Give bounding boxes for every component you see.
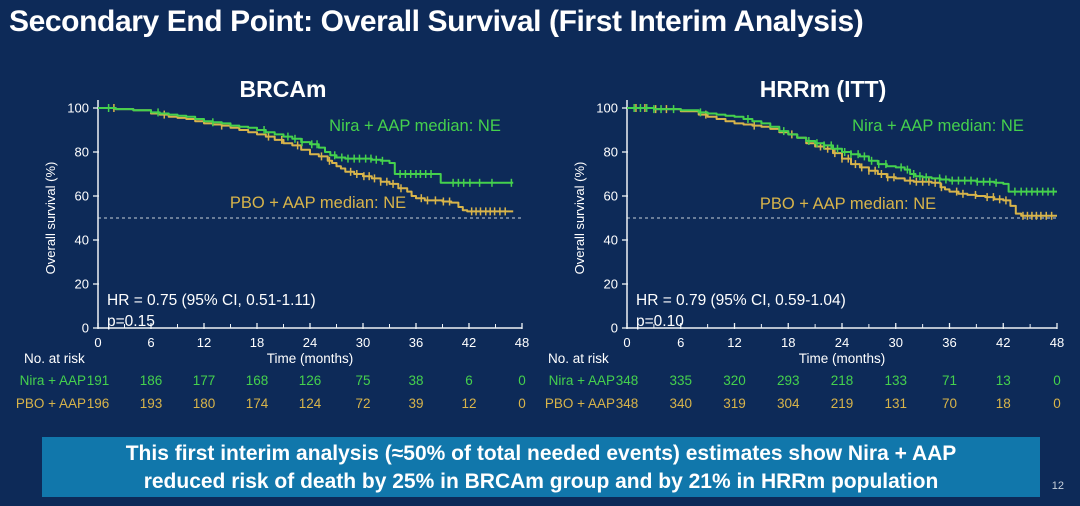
at-risk-row-label: PBO + AAP	[545, 396, 615, 411]
at-risk-row-label: Nira + AAP	[549, 373, 615, 388]
at-risk-value: 12	[461, 396, 476, 411]
banner-line2: reduced risk of death by 25% in BRCAm gr…	[143, 470, 939, 493]
x-tick-label: 42	[996, 335, 1010, 350]
km-chart-hrrm: HRRm (ITT) 0 6 12 18 24 30 36 42 48 0 20 40 60 80 100 Ov…	[545, 76, 1064, 411]
at-risk-value: 219	[831, 396, 854, 411]
at-risk-value: 177	[193, 373, 216, 388]
series-annotation: Nira + AAP median: NE	[329, 117, 501, 135]
at-risk-value: 18	[996, 396, 1011, 411]
p-value-text: p=0.10	[636, 313, 684, 330]
y-tick-label: 20	[604, 277, 618, 292]
hr-text: HR = 0.79 (95% CI, 0.59-1.04)	[636, 292, 846, 309]
at-risk-value: 186	[140, 373, 163, 388]
x-tick-label: 12	[727, 335, 741, 350]
y-tick-label: 60	[604, 189, 618, 204]
y-tick-label: 80	[604, 145, 618, 160]
y-tick-label: 0	[82, 321, 89, 336]
at-risk-value: 196	[87, 396, 110, 411]
x-axis-label: Time (months)	[799, 351, 886, 366]
at-risk-value: 168	[246, 373, 269, 388]
panel-title: BRCAm	[240, 76, 327, 102]
at-risk-value: 319	[723, 396, 746, 411]
y-tick-label: 40	[604, 233, 618, 248]
at-risk-value: 193	[140, 396, 163, 411]
at-risk-value: 0	[1053, 373, 1061, 388]
series-annotation: Nira + AAP median: NE	[852, 117, 1024, 135]
km-curve	[98, 107, 514, 184]
x-tick-label: 24	[835, 335, 849, 350]
x-tick-label: 48	[515, 335, 529, 350]
y-axis-label: Overall survival (%)	[43, 162, 58, 275]
at-risk-value: 39	[408, 396, 423, 411]
p-value-text: p=0.15	[107, 313, 155, 330]
y-tick-label: 100	[596, 101, 618, 116]
page-number: 12	[1051, 480, 1064, 492]
at-risk-value: 0	[518, 396, 526, 411]
x-axis-label: Time (months)	[267, 351, 354, 366]
at-risk-value: 75	[355, 373, 370, 388]
summary-banner: This first interim analysis (≈50% of tot…	[42, 437, 1040, 497]
charts-row: BRCAm 0 6 12 18 24 30 36 42 48 0 20 40 60 80 100 Overall…	[0, 70, 1080, 422]
x-tick-label: 42	[462, 335, 476, 350]
x-tick-label: 12	[197, 335, 211, 350]
x-tick-label: 30	[889, 335, 903, 350]
x-tick-label: 6	[677, 335, 684, 350]
y-tick-label: 100	[67, 101, 89, 116]
x-tick-label: 18	[781, 335, 795, 350]
at-risk-value: 304	[777, 396, 800, 411]
x-tick-label: 48	[1050, 335, 1064, 350]
at-risk-value: 348	[616, 396, 639, 411]
x-tick-label: 18	[250, 335, 264, 350]
at-risk-value: 348	[616, 373, 639, 388]
at-risk-value: 72	[355, 396, 370, 411]
at-risk-value: 13	[996, 373, 1011, 388]
at-risk-value: 70	[942, 396, 957, 411]
y-tick-label: 40	[75, 233, 89, 248]
y-tick-label: 20	[75, 277, 89, 292]
at-risk-value: 0	[518, 373, 526, 388]
at-risk-value: 174	[246, 396, 269, 411]
hr-text: HR = 0.75 (95% CI, 0.51-1.11)	[107, 292, 316, 309]
at-risk-header: No. at risk	[548, 351, 609, 366]
y-tick-label: 80	[75, 145, 89, 160]
x-tick-label: 36	[409, 335, 423, 350]
at-risk-value: 131	[884, 396, 907, 411]
at-risk-value: 126	[299, 373, 322, 388]
series-annotation: PBO + AAP median: NE	[230, 194, 406, 212]
x-tick-label: 6	[147, 335, 154, 350]
y-axis-label: Overall survival (%)	[572, 162, 587, 275]
series-annotation: PBO + AAP median: NE	[760, 195, 936, 213]
at-risk-value: 133	[884, 373, 907, 388]
at-risk-value: 6	[465, 373, 473, 388]
at-risk-value: 335	[669, 373, 692, 388]
at-risk-row-label: Nira + AAP	[20, 373, 86, 388]
x-tick-label: 36	[942, 335, 956, 350]
y-tick-label: 60	[75, 189, 89, 204]
at-risk-header: No. at risk	[24, 351, 85, 366]
x-tick-label: 24	[303, 335, 317, 350]
at-risk-value: 71	[942, 373, 957, 388]
slide-title: Secondary End Point: Overall Survival (F…	[9, 5, 864, 38]
banner-line1: This first interim analysis (≈50% of tot…	[125, 442, 957, 465]
at-risk-value: 320	[723, 373, 746, 388]
x-tick-label: 0	[94, 335, 101, 350]
at-risk-value: 191	[87, 373, 110, 388]
at-risk-value: 293	[777, 373, 800, 388]
x-tick-label: 30	[356, 335, 370, 350]
at-risk-value: 38	[408, 373, 423, 388]
at-risk-value: 218	[831, 373, 854, 388]
at-risk-value: 124	[299, 396, 322, 411]
at-risk-value: 340	[669, 396, 692, 411]
at-risk-value: 0	[1053, 396, 1061, 411]
y-tick-label: 0	[611, 321, 618, 336]
at-risk-row-label: PBO + AAP	[16, 396, 86, 411]
at-risk-value: 180	[193, 396, 216, 411]
km-curve	[98, 107, 514, 213]
x-tick-label: 0	[623, 335, 630, 350]
panel-title: HRRm (ITT)	[760, 76, 886, 102]
